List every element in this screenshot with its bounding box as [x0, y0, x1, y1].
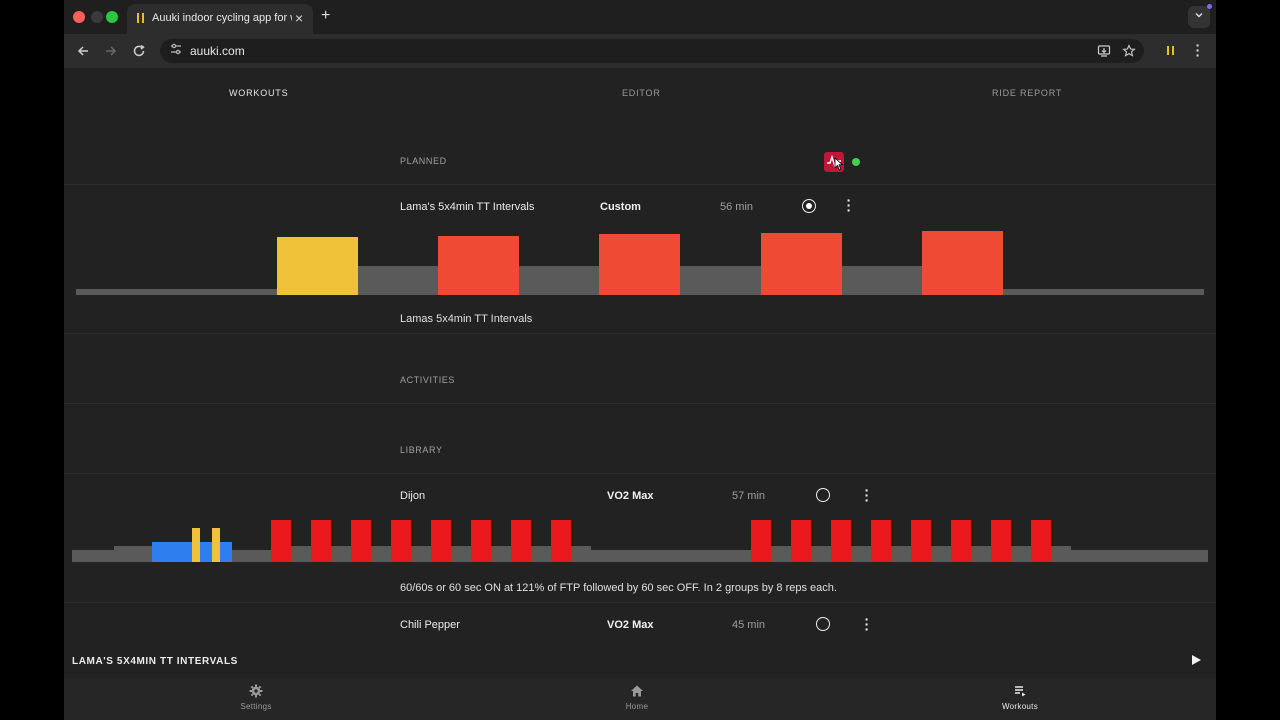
section-library-label: LIBRARY: [400, 445, 443, 455]
tab-close-icon[interactable]: ×: [295, 10, 304, 26]
interval-block: [911, 520, 931, 562]
interval-block: [922, 231, 1003, 295]
interval-block: [351, 520, 371, 562]
browser-menu-icon[interactable]: · · ·: [1195, 37, 1201, 63]
workout-duration: 57 min: [732, 490, 766, 502]
workout-duration: 56 min: [720, 201, 754, 213]
section-activities-label: ACTIVITIES: [400, 375, 456, 385]
divider: [64, 333, 1216, 334]
interval-block: [311, 520, 331, 562]
tab-workouts[interactable]: WORKOUTS: [229, 88, 289, 98]
interval-block: [271, 520, 291, 562]
bottom-nav-settings[interactable]: Settings: [226, 684, 286, 711]
interval-block: [438, 236, 519, 295]
tab-ride-report[interactable]: RIDE REPORT: [992, 88, 1063, 98]
workout-category: Custom: [600, 201, 641, 213]
tab-search-button[interactable]: [1188, 6, 1210, 28]
mouse-cursor-icon: [834, 157, 844, 171]
interval-block: [951, 520, 971, 562]
new-tab-button[interactable]: +: [321, 7, 331, 24]
bottom-nav-home[interactable]: Home: [607, 684, 667, 711]
install-app-icon[interactable]: [1097, 44, 1111, 58]
browser-window: Auuki indoor cycling app for w × + auuki…: [64, 0, 1216, 720]
close-window-button[interactable]: [73, 11, 85, 23]
play-icon[interactable]: [1190, 654, 1202, 666]
profile-indicator-dot: [1207, 4, 1212, 9]
section-planned-label: PLANNED: [400, 156, 447, 166]
home-icon: [631, 685, 643, 697]
bottom-nav-workouts[interactable]: Workouts: [990, 684, 1050, 711]
divider: [64, 473, 1216, 474]
gear-icon: [249, 684, 263, 698]
media-pause-icon[interactable]: [1166, 46, 1176, 56]
workout-options-menu-icon[interactable]: · · ·: [846, 192, 852, 218]
site-settings-icon[interactable]: [170, 43, 182, 55]
interval-block: [871, 520, 891, 562]
audio-playing-icon: [137, 13, 145, 25]
interval-block: [277, 237, 358, 295]
divider: [64, 184, 1216, 185]
workout-description: 60/60s or 60 sec ON at 121% of FTP follo…: [400, 582, 837, 594]
minimize-window-button[interactable]: [91, 11, 103, 23]
interval-block: [791, 520, 811, 562]
interval-block: [551, 520, 571, 562]
list-icon: [1015, 686, 1026, 697]
interval-block: [761, 233, 842, 295]
bottom-navigation: Settings Home Workouts: [64, 678, 1216, 720]
workout-name: Lama's 5x4min TT Intervals: [400, 201, 535, 213]
planned-workout-profile: [64, 228, 1216, 298]
forward-arrow-icon[interactable]: [104, 44, 118, 58]
browser-toolbar: auuki.com · · ·: [64, 34, 1216, 68]
workout-name: Dijon: [400, 490, 426, 502]
tab-strip: Auuki indoor cycling app for w × +: [64, 0, 1216, 34]
select-workout-radio[interactable]: [816, 617, 830, 631]
workout-description: Lamas 5x4min TT Intervals: [400, 313, 533, 325]
auuki-app: WORKOUTS EDITOR RIDE REPORT PLANNED Lama…: [64, 68, 1216, 720]
connection-status-dot: [852, 158, 860, 166]
interval-block: [1031, 520, 1051, 562]
fullscreen-window-button[interactable]: [106, 11, 118, 23]
workout-name: Chili Pepper: [400, 619, 460, 631]
reload-icon[interactable]: [132, 44, 146, 58]
interval-block: [471, 520, 491, 562]
interval-block: [391, 520, 411, 562]
interval-block: [831, 520, 851, 562]
divider: [64, 403, 1216, 404]
current-workout-title: LAMA'S 5X4MIN TT INTERVALS: [72, 656, 238, 667]
bottom-nav-label: Home: [625, 702, 649, 711]
bookmark-star-icon[interactable]: [1122, 44, 1136, 58]
workout-category: VO2 Max: [607, 490, 654, 502]
interval-block: [991, 520, 1011, 562]
tab-title: Auuki indoor cycling app for w: [152, 12, 292, 24]
select-workout-radio[interactable]: [816, 488, 830, 502]
url-text: auuki.com: [190, 44, 245, 58]
bottom-nav-label: Settings: [240, 702, 272, 711]
workout-options-menu-icon[interactable]: · · ·: [864, 482, 870, 508]
interval-block: [511, 520, 531, 562]
select-workout-radio[interactable]: [802, 199, 816, 213]
browser-tab[interactable]: Auuki indoor cycling app for w ×: [127, 4, 313, 34]
back-arrow-icon[interactable]: [76, 44, 90, 58]
workout-options-menu-icon[interactable]: · · ·: [864, 611, 870, 637]
library-workout-profile: [64, 516, 1216, 566]
interval-block: [751, 520, 771, 562]
tab-editor[interactable]: EDITOR: [622, 88, 661, 98]
workout-player-bar: LAMA'S 5X4MIN TT INTERVALS: [64, 642, 1216, 678]
divider: [64, 602, 1216, 603]
workout-category: VO2 Max: [607, 619, 654, 631]
chevron-down-icon: [1195, 13, 1203, 18]
bottom-nav-label: Workouts: [1001, 702, 1039, 711]
address-bar[interactable]: auuki.com: [160, 39, 1144, 63]
workout-duration: 45 min: [732, 619, 766, 631]
interval-block: [599, 234, 680, 295]
interval-block: [431, 520, 451, 562]
